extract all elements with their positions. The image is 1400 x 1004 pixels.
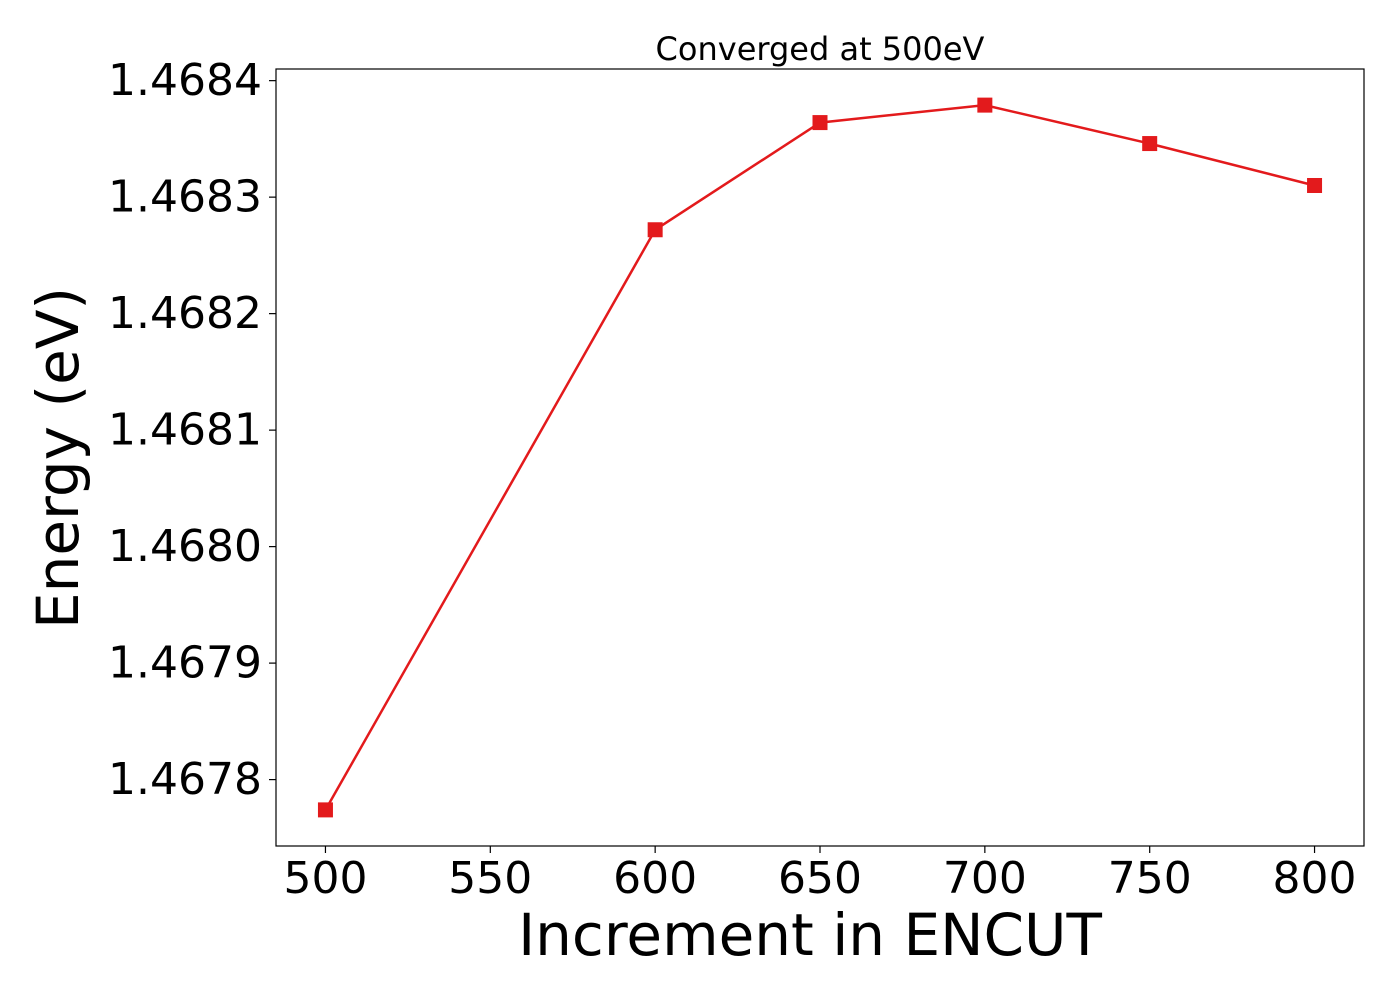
y-tick-label: 1.4681: [108, 405, 262, 456]
y-axis-ticks: 1.4678 1.4679 1.4680 1.4681 1.4682 1.4683 1.46…: [108, 55, 276, 805]
x-tick-label: 700: [943, 853, 1027, 904]
x-axis-ticks: 500 550 600 650 700 750 800: [283, 846, 1357, 904]
x-tick-label: 750: [1108, 853, 1192, 904]
series-line: [324, 103, 1315, 811]
x-tick-label: 500: [283, 853, 367, 904]
y-axis-label: Energy (eV): [24, 287, 92, 629]
data-point-marker: [1142, 136, 1158, 152]
data-point-marker: [812, 115, 828, 131]
y-tick-label: 1.4679: [108, 638, 262, 689]
x-tick-label: 650: [778, 853, 862, 904]
y-tick-label: 1.4678: [108, 754, 262, 805]
data-point-marker: [1307, 177, 1323, 193]
data-point-marker: [647, 222, 663, 238]
y-tick-label: 1.4684: [108, 55, 262, 106]
x-tick-label: 800: [1273, 853, 1357, 904]
data-point-marker: [977, 97, 993, 113]
x-tick-label: 550: [448, 853, 532, 904]
plot-area-frame: [275, 68, 1365, 847]
x-axis-label: Increment in ENCUT: [518, 901, 1102, 969]
x-tick-label: 600: [613, 853, 697, 904]
y-tick-label: 1.4682: [108, 288, 262, 339]
chart-title: Converged at 500eV: [656, 30, 985, 68]
y-tick-label: 1.4683: [108, 172, 262, 223]
data-point-marker: [317, 802, 333, 818]
series-layer: [317, 97, 1323, 818]
y-tick-label: 1.4680: [108, 521, 262, 572]
